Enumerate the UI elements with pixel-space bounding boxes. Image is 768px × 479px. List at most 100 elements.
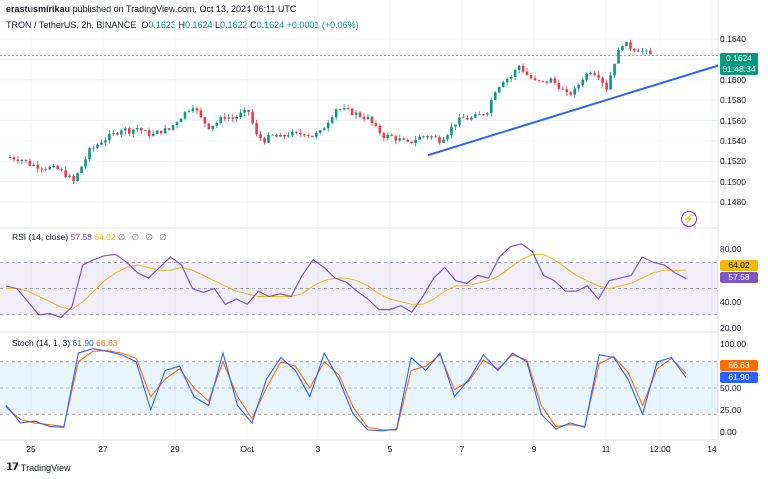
- last-price-badge: 0.1624 01:48:34: [720, 53, 758, 75]
- price-tick: 0.1580: [720, 95, 746, 106]
- candle-body: [342, 107, 346, 110]
- candle-body: [434, 136, 437, 138]
- candle-body: [629, 42, 632, 49]
- candle-body: [16, 159, 20, 162]
- candle-body: [442, 139, 445, 143]
- lightning-icon[interactable]: ⚡: [681, 211, 697, 227]
- candle-body: [402, 138, 406, 140]
- candle-body: [533, 78, 537, 81]
- candle-body: [414, 139, 417, 143]
- candle-body: [410, 141, 414, 143]
- candle-body: [450, 126, 453, 136]
- publisher-line: erastusmirikau published on TradingView.…: [6, 4, 296, 14]
- candle-body: [195, 108, 199, 111]
- stoch-legend[interactable]: Stoch (14, 1, 3) 61.90 66.63: [12, 338, 117, 348]
- time-tick: 5: [387, 444, 393, 454]
- candle-body: [581, 79, 585, 85]
- candle-body: [306, 135, 310, 137]
- stoch-d-badge: 66.63: [720, 360, 758, 371]
- close-label: C: [250, 20, 257, 30]
- candle-body: [318, 130, 322, 133]
- price-tick: 0.1560: [720, 115, 746, 126]
- candle-body: [283, 135, 286, 137]
- candle-body: [553, 78, 557, 83]
- candle-body: [426, 136, 429, 138]
- tradingview-logo-icon[interactable]: 𝟭𝟳: [6, 462, 19, 473]
- rsi-pane: [0, 243, 718, 319]
- candle-body: [565, 89, 569, 93]
- candle-body: [561, 88, 565, 90]
- candle-body: [183, 111, 187, 119]
- candle-body: [390, 134, 394, 137]
- candle-body: [179, 118, 183, 123]
- candle-body: [124, 128, 127, 131]
- rsi-tick: 20.00: [720, 323, 742, 333]
- brand-name[interactable]: TradingView: [20, 462, 71, 473]
- price-tick: 0.1500: [720, 176, 746, 187]
- candle-body: [151, 133, 155, 136]
- candle-body: [259, 134, 262, 139]
- candle-body: [163, 128, 167, 134]
- candle-body: [418, 136, 421, 140]
- time-tick: 7: [459, 444, 465, 454]
- candle-body: [645, 50, 648, 52]
- candle-body: [330, 117, 334, 123]
- candle-body: [207, 123, 211, 130]
- candle-body: [271, 134, 274, 136]
- candle-body: [8, 157, 12, 158]
- candle-body: [131, 129, 135, 134]
- candle-body: [597, 75, 600, 78]
- candle-body: [521, 65, 525, 72]
- candle-body: [358, 112, 362, 117]
- candle-body: [56, 165, 60, 170]
- candle-body: [589, 73, 592, 74]
- stoch-k-badge: 61.90: [720, 372, 758, 383]
- candle-body: [374, 123, 378, 126]
- rsi-legend-value: 57.58: [70, 232, 92, 242]
- candle-body: [601, 77, 604, 83]
- candle-body: [120, 130, 123, 135]
- publisher-name[interactable]: erastusmirikau: [6, 4, 71, 14]
- candle-body: [231, 117, 235, 119]
- rsi-title: RSI (14, close): [12, 232, 69, 242]
- candle-body: [621, 46, 624, 51]
- candle-body: [80, 166, 83, 174]
- candle-body: [20, 159, 24, 162]
- candle-body: [322, 128, 326, 131]
- trendline: [427, 64, 719, 157]
- stoch-title: Stoch (14, 1, 3): [12, 338, 71, 348]
- rsi-legend[interactable]: RSI (14, close) 57.58 64.02 ∅ ∅ ∅ ∅: [12, 232, 169, 243]
- low-label: L: [215, 20, 221, 30]
- candle-body: [12, 157, 16, 160]
- stoch-tick: 100.00: [720, 339, 746, 350]
- open-value: 0.1623: [148, 20, 176, 30]
- candle-body: [454, 124, 457, 127]
- change-value: +0.0001 (+0.06%): [286, 20, 359, 30]
- symbol-legend: TRON / TetherUS, 2h, BINANCE O0.1623 H0.…: [6, 20, 359, 30]
- candle-body: [108, 133, 111, 141]
- candle-body: [649, 50, 652, 55]
- candle-body: [310, 135, 314, 137]
- candle-body: [279, 135, 282, 137]
- candle-body: [295, 131, 298, 133]
- symbol-name[interactable]: TRON / TetherUS, 2h, BINANCE: [6, 20, 137, 30]
- candle-body: [24, 159, 28, 161]
- candle-body: [263, 138, 266, 143]
- stoch-legend-k: 61.90: [72, 338, 94, 348]
- candle-body: [72, 175, 75, 182]
- candle-body: [398, 138, 402, 141]
- price-tick: 0.1540: [720, 135, 746, 146]
- stoch-legend-d: 66.63: [96, 338, 118, 348]
- candle-body: [191, 108, 195, 112]
- candle-body: [422, 136, 425, 137]
- candle-body: [493, 92, 497, 100]
- rsi-tick: 40.00: [720, 296, 742, 307]
- open-label: O: [141, 20, 149, 30]
- candle-body: [159, 130, 163, 134]
- candle-body: [482, 114, 485, 116]
- stoch-tick: 50.00: [720, 383, 742, 393]
- candle-body: [128, 128, 131, 134]
- candle-body: [203, 117, 207, 124]
- candle-body: [485, 113, 489, 115]
